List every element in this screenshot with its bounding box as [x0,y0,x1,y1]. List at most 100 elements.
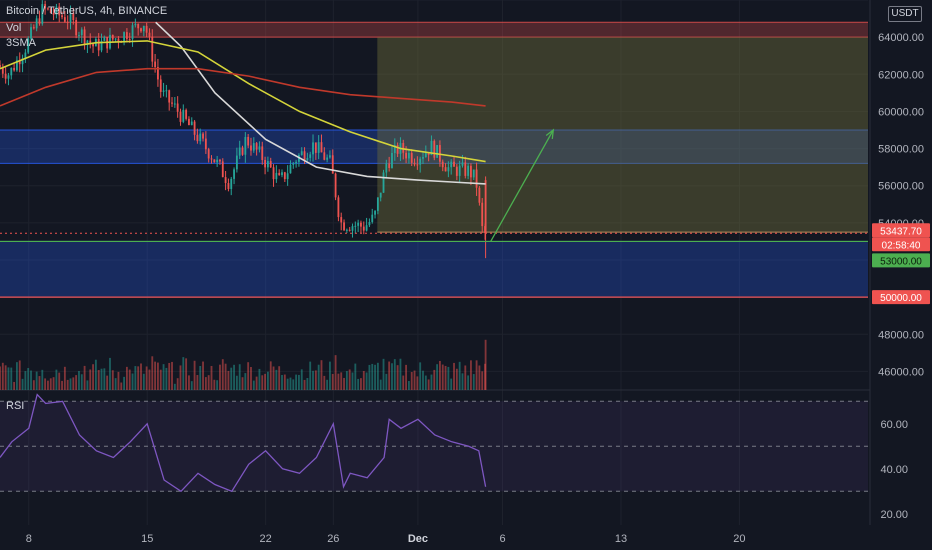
candle-body[interactable] [35,18,38,29]
candle-body[interactable] [165,90,168,92]
candle-body[interactable] [204,138,207,150]
candle-body[interactable] [207,149,210,159]
candle-body[interactable] [44,4,47,9]
candle-body[interactable] [111,34,114,40]
candle-body[interactable] [337,197,340,218]
candle-body[interactable] [329,155,331,158]
candle-body[interactable] [238,147,241,156]
candle-body[interactable] [365,225,368,231]
candle-body[interactable] [314,142,317,153]
candle-body[interactable] [185,109,188,119]
candle-body[interactable] [419,158,422,165]
candle-body[interactable] [78,35,80,37]
candle-body[interactable] [447,167,450,172]
candle-body[interactable] [376,197,379,211]
candle-body[interactable] [1,67,4,74]
candle-body[interactable] [89,40,92,44]
candle-body[interactable] [303,151,306,161]
candle-body[interactable] [402,143,405,153]
candle-body[interactable] [227,183,230,190]
candle-body[interactable] [340,217,343,223]
candle-body[interactable] [391,152,393,168]
candle-body[interactable] [357,222,360,226]
candle-body[interactable] [292,163,295,165]
candle-body[interactable] [148,32,151,37]
candle-body[interactable] [362,226,365,231]
candle-body[interactable] [385,163,388,173]
candle-body[interactable] [374,210,376,215]
candle-body[interactable] [433,140,436,158]
candle-body[interactable] [7,75,10,79]
candle-body[interactable] [475,169,478,188]
candle-body[interactable] [182,109,185,122]
candle-body[interactable] [368,221,371,226]
candle-body[interactable] [455,166,458,176]
candle-body[interactable] [345,229,348,231]
candle-body[interactable] [125,32,128,40]
candle-body[interactable] [430,140,433,156]
candle-body[interactable] [92,43,94,47]
candle-body[interactable] [396,145,399,154]
candle-body[interactable] [388,163,391,168]
candle-body[interactable] [300,151,303,155]
candle-body[interactable] [0,65,1,68]
candle-body[interactable] [351,226,354,231]
candle-body[interactable] [278,172,281,176]
candle-body[interactable] [439,145,441,162]
candle-body[interactable] [306,157,309,161]
vol-legend[interactable]: Vol [6,22,22,34]
symbol-title[interactable]: Bitcoin / TetherUS, 4h, BINANCE [6,5,168,17]
candle-body[interactable] [323,152,326,160]
candle-body[interactable] [210,158,213,160]
candle-body[interactable] [142,25,145,32]
candle-body[interactable] [18,60,21,65]
candle-body[interactable] [484,180,487,234]
candle-body[interactable] [281,172,283,176]
candle-body[interactable] [24,52,27,59]
candle-body[interactable] [224,177,227,184]
candle-body[interactable] [458,165,461,176]
candle-body[interactable] [83,29,86,45]
candle-body[interactable] [272,167,275,180]
candle-body[interactable] [436,145,439,158]
candle-body[interactable] [202,133,204,139]
candle-body[interactable] [241,147,244,155]
candle-body[interactable] [481,202,484,227]
candle-body[interactable] [269,161,272,168]
candle-body[interactable] [244,136,247,155]
candle-body[interactable] [309,154,312,158]
candle-body[interactable] [72,13,75,21]
candle-body[interactable] [10,67,13,76]
candle-body[interactable] [134,23,137,26]
candle-body[interactable] [221,161,224,178]
candle-body[interactable] [441,161,444,168]
candle-body[interactable] [145,25,148,33]
candle-body[interactable] [405,152,407,159]
candle-body[interactable] [250,145,252,151]
candle-body[interactable] [100,40,103,51]
candle-body[interactable] [252,143,255,151]
candle-body[interactable] [117,38,120,42]
candle-body[interactable] [219,159,221,162]
candle-body[interactable] [179,111,182,122]
candle-body[interactable] [467,165,470,176]
candle-body[interactable] [97,38,100,51]
candle-body[interactable] [422,157,424,159]
candle-body[interactable] [16,60,18,71]
candle-body[interactable] [470,165,472,178]
candle-body[interactable] [193,121,196,135]
candle-body[interactable] [4,73,7,79]
candle-body[interactable] [424,152,427,158]
candle-body[interactable] [312,142,314,155]
candle-body[interactable] [21,58,24,65]
candle-body[interactable] [176,103,179,112]
candles[interactable] [0,0,487,259]
candle-body[interactable] [55,6,58,15]
candle-body[interactable] [41,4,44,24]
candle-body[interactable] [286,173,289,180]
candle-body[interactable] [171,102,173,104]
candle-body[interactable] [213,159,216,163]
candle-body[interactable] [416,164,419,166]
candle-body[interactable] [283,172,286,180]
